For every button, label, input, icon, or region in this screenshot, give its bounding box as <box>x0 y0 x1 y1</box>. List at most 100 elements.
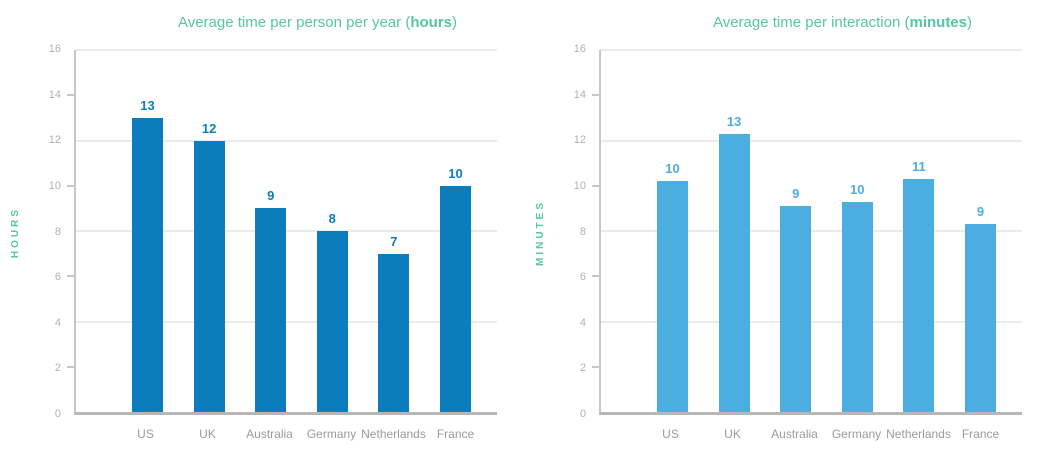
y-tick-label: 2 <box>54 362 61 375</box>
y-tick-label: 8 <box>54 225 61 238</box>
bar <box>378 253 410 412</box>
x-axis-labels: US UK Australia Germany Netherlands France <box>599 427 1022 441</box>
chart-title-unit: minutes <box>909 14 967 31</box>
y-axis-tick-mark <box>592 184 600 187</box>
bar-value-label: 10 <box>448 165 463 181</box>
bar <box>841 201 873 412</box>
chart-title-close-paren: ) <box>967 14 972 31</box>
gridline <box>601 230 1022 232</box>
y-tick-label: 10 <box>573 179 586 192</box>
plot-row: MINUTES 0 2 4 6 8 10 12 14 16 10 13 9 10 11 9 <box>525 43 1050 420</box>
bar-value-label: 9 <box>267 188 275 204</box>
bar-value-label: 10 <box>665 161 680 177</box>
bar-group-netherlands: 11 <box>903 50 935 412</box>
chart-title-text: Average time per interaction ( <box>712 14 910 31</box>
bar-group-australia: 9 <box>255 50 287 412</box>
bar-group-germany: 10 <box>841 50 873 412</box>
chart-title-text: Average time per person per year ( <box>177 14 411 31</box>
gridline <box>76 230 497 232</box>
x-axis-labels-row: US UK Australia Germany Netherlands France <box>74 427 497 441</box>
bar <box>193 140 225 412</box>
gridline <box>76 320 497 323</box>
bar <box>903 178 935 412</box>
x-axis-label: Australia <box>771 427 818 441</box>
bar-group-us: 13 <box>132 50 163 412</box>
bars-group: 10 13 9 10 11 9 <box>601 50 1022 412</box>
gridline <box>76 49 497 51</box>
plot-row: HOURS 0 2 4 6 8 10 12 14 16 13 12 9 8 7 10 <box>0 43 525 420</box>
bar-value-label: 10 <box>850 181 865 197</box>
plot-area: 10 13 9 10 11 9 <box>592 49 1022 415</box>
bar-value-label: 13 <box>726 113 742 129</box>
y-tick-label: 8 <box>579 225 586 238</box>
y-axis-label: HOURS <box>9 206 21 259</box>
y-axis-tick-mark <box>67 275 75 278</box>
x-axis-label: Australia <box>246 427 293 441</box>
bar-value-label: 8 <box>328 211 336 226</box>
x-axis-label: Germany <box>306 427 357 441</box>
y-tick-label: 12 <box>48 134 61 147</box>
bar-value-label: 7 <box>390 233 398 249</box>
gridline <box>601 49 1022 51</box>
bar-chart-hours: Average time per person per year (hours)… <box>0 14 525 441</box>
plot-area: 13 12 9 8 7 10 <box>67 49 497 415</box>
bar-group-france: 10 <box>439 50 471 412</box>
bar <box>718 133 750 412</box>
x-axis-label: UK <box>199 427 216 441</box>
y-tick-label: 10 <box>48 179 61 192</box>
bar-chart-minutes: Average time per interaction (minutes) M… <box>525 0 1050 474</box>
y-tick-label: 14 <box>48 88 61 101</box>
x-axis-label: US <box>137 427 154 441</box>
y-tick-label: 4 <box>54 316 61 329</box>
bar-value-label: 9 <box>792 186 800 202</box>
bar-value-label: 12 <box>201 120 217 136</box>
y-axis-tick-mark <box>592 275 600 278</box>
gridline <box>601 139 1022 142</box>
x-axis-label: UK <box>724 427 741 441</box>
bar <box>780 206 812 412</box>
y-tick-label: 0 <box>54 408 61 420</box>
bar-group-germany: 8 <box>316 50 348 412</box>
chart-title-unit: hours <box>410 14 452 31</box>
y-axis-label-column: MINUTES <box>525 50 555 415</box>
bar-group-us: 10 <box>657 50 688 412</box>
y-tick-label: 6 <box>54 271 61 284</box>
y-axis-label: MINUTES <box>534 199 546 266</box>
y-axis-label-column: HOURS <box>0 50 30 415</box>
bar <box>657 181 688 412</box>
x-axis-labels: US UK Australia Germany Netherlands France <box>74 427 497 441</box>
bar <box>255 208 287 412</box>
y-axis-tick-mark <box>592 94 600 97</box>
y-axis-tick-mark <box>67 184 75 187</box>
y-axis-tick-mark <box>67 365 75 368</box>
y-tick-label-column: 0 2 4 6 8 10 12 14 16 <box>30 43 74 420</box>
y-axis-tick-mark <box>67 94 75 97</box>
y-tick-label: 12 <box>573 134 586 147</box>
bar <box>439 185 471 412</box>
x-axis-label: US <box>662 427 679 441</box>
y-tick-label: 2 <box>579 362 586 375</box>
gridline <box>601 320 1022 323</box>
y-axis-tick-mark <box>592 365 600 368</box>
bar-group-uk: 12 <box>193 50 225 412</box>
bar-value-label: 9 <box>976 204 985 220</box>
bar-value-label: 13 <box>140 97 155 113</box>
bar-group-france: 9 <box>964 50 996 412</box>
x-axis-label: France <box>961 427 1000 441</box>
x-axis-label: Netherlands <box>886 427 951 441</box>
bar <box>132 117 163 412</box>
x-axis-label: Germany <box>831 427 882 441</box>
y-tick-label: 4 <box>579 316 586 329</box>
y-tick-label: 16 <box>573 43 586 55</box>
x-axis-label: Netherlands <box>361 427 426 441</box>
bar-value-label: 11 <box>912 158 926 174</box>
y-tick-label: 14 <box>573 88 586 101</box>
x-axis-labels-row: US UK Australia Germany Netherlands France <box>599 427 1022 441</box>
gridline <box>76 139 497 142</box>
x-axis-label: France <box>436 427 475 441</box>
bar <box>964 224 996 412</box>
bar-group-australia: 9 <box>780 50 812 412</box>
y-tick-label: 0 <box>579 408 586 420</box>
bar <box>316 231 348 412</box>
chart-title: Average time per interaction (minutes) <box>525 12 1050 34</box>
